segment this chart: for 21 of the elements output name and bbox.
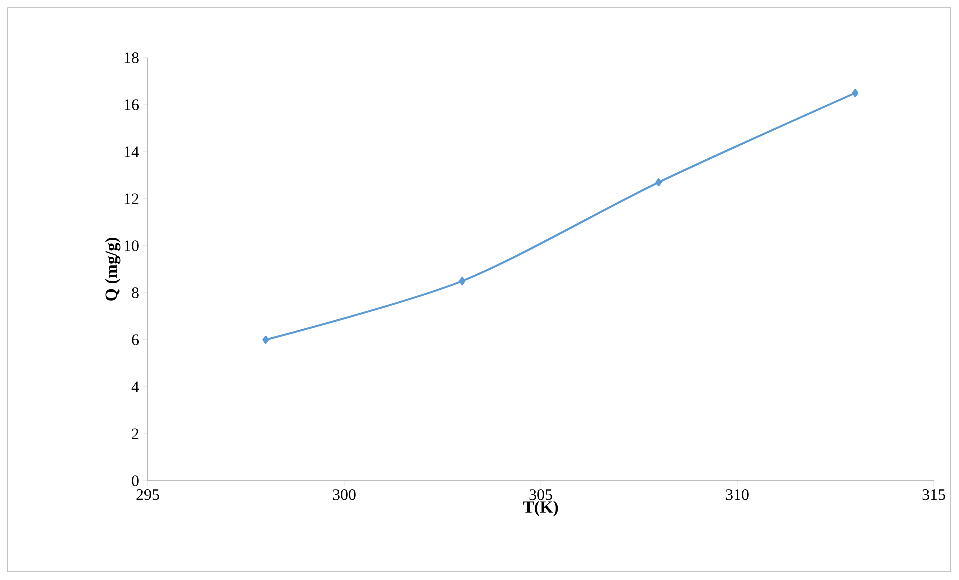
y-tick-label: 6 [132,334,140,346]
point [852,89,859,98]
y-tick-label: 14 [124,146,140,158]
x-axis-title: T(K) [523,501,558,516]
y-tick-label: 12 [124,194,139,204]
y-tick-label: 2 [132,428,139,440]
y-tick-label: 8 [132,288,139,298]
x-tick-label: 315 [922,490,946,500]
x-tick-label: 310 [726,490,749,500]
point [262,336,270,344]
point [459,277,466,286]
point [656,178,662,187]
y-tick-label: 0 [132,476,139,486]
x-tick-label: 295 [136,490,160,500]
y-tick-label: 4 [132,382,140,392]
y-tick-label: 18 [124,52,139,64]
x-tick-label: 305 [530,490,552,500]
y-tick-label: 16 [124,100,140,110]
x-tick-label: 300 [333,490,356,500]
y-tick-label: 10 [124,240,139,252]
y-axis-title: Q (mg/g) [105,238,121,301]
